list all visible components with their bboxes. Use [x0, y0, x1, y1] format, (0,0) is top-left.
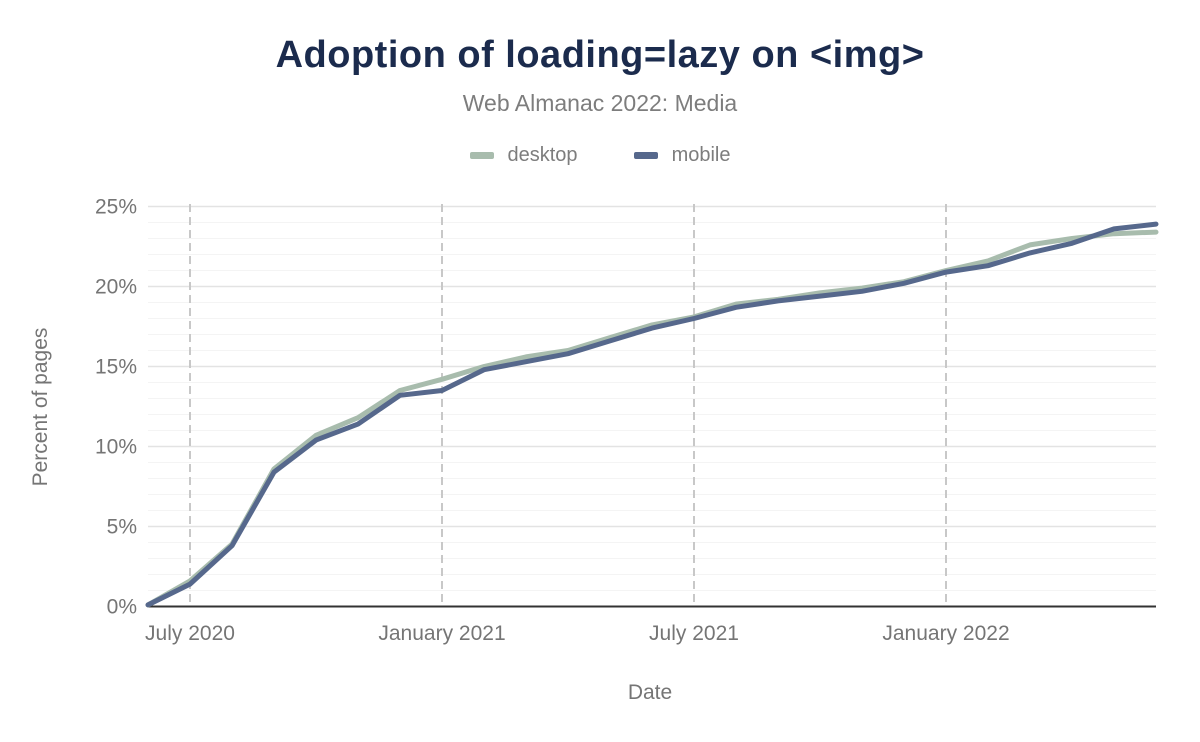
- legend-label-mobile: mobile: [671, 144, 731, 166]
- y-tick-label: 15%: [95, 356, 137, 379]
- series-line-mobile: [145, 221, 1159, 608]
- y-tick-label: 0%: [107, 596, 137, 619]
- y-axis-title: Percent of pages: [29, 328, 52, 487]
- series-line-desktop: [145, 229, 1159, 608]
- legend-swatch-desktop: [469, 152, 494, 159]
- y-tick-label: 5%: [107, 516, 137, 539]
- chart-title: Adoption of loading=lazy on <img>: [275, 34, 925, 76]
- x-tick-label: January 2022: [882, 622, 1009, 645]
- legend: desktop mobile: [0, 144, 1200, 167]
- y-tick-label: 20%: [95, 276, 137, 299]
- chart-subtitle: Web Almanac 2022: Media: [462, 90, 738, 116]
- x-tick-label: July 2020: [145, 622, 235, 645]
- legend-swatch-mobile: [633, 152, 658, 159]
- legend-label-desktop: desktop: [507, 144, 578, 166]
- legend-item-desktop: desktop: [469, 144, 578, 167]
- legend-item-mobile: mobile: [633, 144, 731, 167]
- x-axis-title: Date: [628, 681, 672, 704]
- y-tick-label: 25%: [95, 196, 137, 219]
- x-tick-label: July 2021: [649, 622, 739, 645]
- x-tick-label: January 2021: [378, 622, 505, 645]
- y-tick-label: 10%: [95, 436, 137, 459]
